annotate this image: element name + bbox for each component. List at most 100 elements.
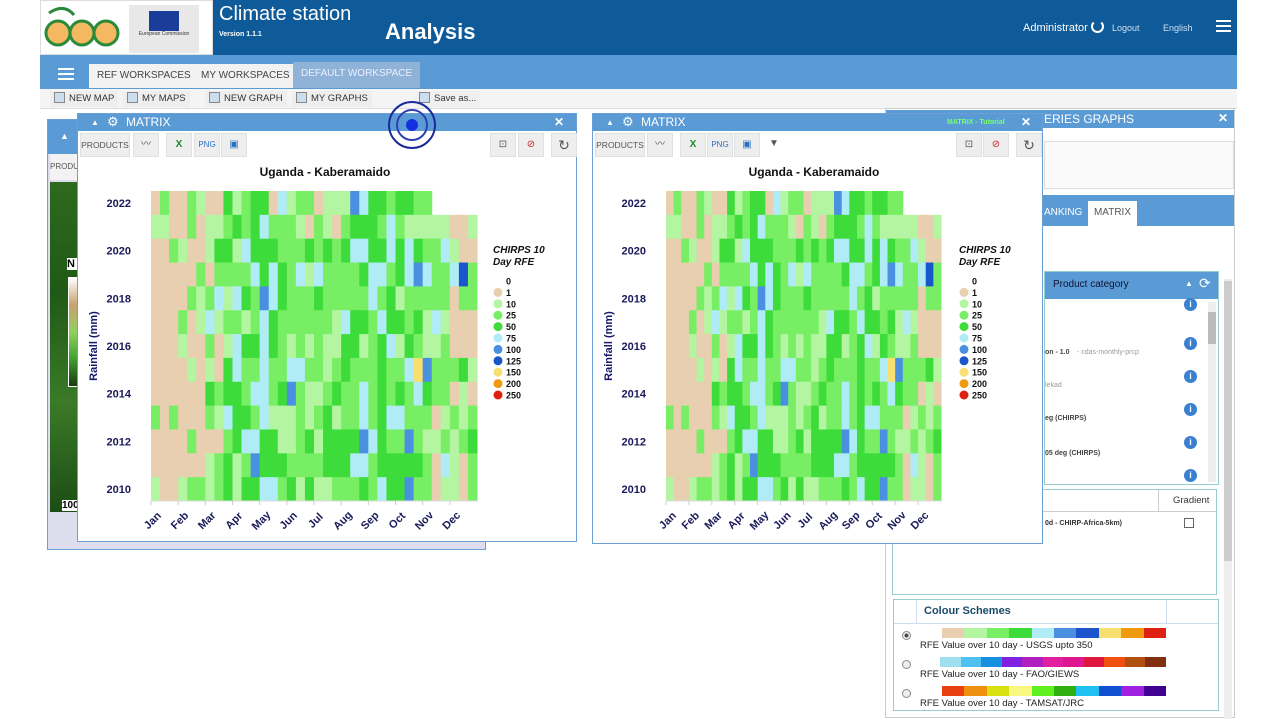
product-category-header[interactable]: Product category ▲ ⟳ xyxy=(1045,272,1218,299)
heatmap-cell xyxy=(431,405,442,430)
map-canvas[interactable]: N 100 xyxy=(50,182,82,512)
tab-matrix[interactable]: MATRIX xyxy=(1088,201,1137,226)
heatmap-cell xyxy=(696,262,705,287)
fullscreen-icon[interactable]: ⊡ xyxy=(490,133,516,157)
gear-icon[interactable]: ⚙ xyxy=(622,114,634,129)
chart-title: Uganda - Kaberamaido xyxy=(749,165,880,179)
gear-icon[interactable]: ⚙ xyxy=(107,114,119,129)
heatmap-cell xyxy=(925,262,934,287)
unlink-map-icon[interactable]: ⊘ xyxy=(983,133,1009,157)
heatmap-cell xyxy=(704,357,713,383)
tab-ref-workspaces[interactable]: REF WORKSPACES xyxy=(89,64,199,88)
info-icon[interactable]: i xyxy=(1184,370,1197,383)
tab-default-workspace[interactable]: DEFAULT WORKSPACE xyxy=(293,62,421,88)
heatmap-cell xyxy=(750,405,759,430)
refresh-icon[interactable]: ⟳ xyxy=(1199,275,1211,291)
menu-icon[interactable] xyxy=(1216,20,1231,32)
product-list-item[interactable]: lekad i xyxy=(1045,368,1205,400)
heatmap-cell xyxy=(704,286,713,311)
heatmap-cell xyxy=(467,238,478,264)
heatmap-cell xyxy=(449,453,460,478)
scheme-radio[interactable] xyxy=(902,631,911,640)
my-graphs-button[interactable]: MY GRAPHS xyxy=(292,91,372,107)
heatmap-cell xyxy=(696,334,705,359)
info-icon[interactable]: i xyxy=(1184,436,1197,449)
heatmap-cell xyxy=(933,334,942,359)
refresh-icon[interactable]: ↻ xyxy=(551,133,577,157)
products-button[interactable]: PRODUCTS xyxy=(80,133,130,157)
product-list-item[interactable]: 05 deg (CHIRPS) i xyxy=(1045,434,1205,466)
heatmap-cell xyxy=(395,405,406,430)
new-graph-button[interactable]: NEW GRAPH xyxy=(205,91,287,107)
user-name[interactable]: Administrator xyxy=(1023,22,1088,34)
heatmap-cell xyxy=(750,357,759,383)
heatmap-cell xyxy=(458,405,469,430)
legend-label: 100 xyxy=(506,345,521,355)
product-list-item[interactable]: eg (CHIRPS) i xyxy=(1045,401,1205,433)
fullscreen-icon[interactable]: ⊡ xyxy=(956,133,982,157)
tab-ranking[interactable]: ANKING xyxy=(1044,207,1083,218)
heatmap-cell xyxy=(304,238,315,264)
download-png-icon[interactable]: PNG xyxy=(707,133,733,157)
close-icon[interactable]: ✕ xyxy=(1218,111,1229,125)
new-map-button[interactable]: NEW MAP xyxy=(50,91,119,107)
info-icon[interactable]: i xyxy=(1184,403,1197,416)
info-icon[interactable]: i xyxy=(1184,298,1197,311)
matrix-window-header[interactable]: ▲ ⚙ MATRIX ✕ xyxy=(78,114,576,131)
collapse-icon[interactable]: ▲ xyxy=(606,118,614,127)
tutorial-link[interactable]: MATRIX - Tutorial xyxy=(947,119,1005,126)
heatmap-cell xyxy=(895,286,904,311)
my-maps-button[interactable]: MY MAPS xyxy=(123,91,190,107)
excel-icon[interactable]: X xyxy=(166,133,192,157)
x-tick-label: Oct xyxy=(387,510,409,532)
tab-my-workspaces[interactable]: MY WORKSPACES xyxy=(193,64,298,88)
heatmap-cell xyxy=(196,429,206,454)
language-select[interactable]: English xyxy=(1163,23,1193,33)
close-icon[interactable]: ✕ xyxy=(1021,115,1032,129)
graph-properties-icon[interactable]: 〰 xyxy=(133,133,159,157)
product-list-item[interactable]: i xyxy=(1045,467,1205,499)
collapse-icon[interactable]: ▲ xyxy=(1185,279,1193,288)
save-icon[interactable]: ▣ xyxy=(734,133,760,157)
heatmap-cell xyxy=(872,381,881,407)
heatmap-cell xyxy=(719,286,728,311)
legend-title: CHIRPS 10 xyxy=(959,245,1011,256)
heatmap-cell xyxy=(431,310,442,335)
heatmap-cell xyxy=(704,310,713,335)
scheme-radio[interactable] xyxy=(902,660,911,669)
product-list-item[interactable]: on - 1.0 - cdas-monthly-prcp i xyxy=(1045,335,1205,367)
save-icon[interactable]: ▣ xyxy=(221,133,247,157)
info-icon[interactable]: i xyxy=(1184,469,1197,482)
heatmap-cell xyxy=(849,191,858,216)
hamburger-icon[interactable] xyxy=(58,68,74,80)
gradient-checkbox[interactable] xyxy=(1184,518,1194,528)
save-as-button[interactable]: Save as... xyxy=(415,91,481,107)
chevron-down-icon[interactable]: ▼ xyxy=(769,138,779,149)
close-icon[interactable]: ✕ xyxy=(554,115,565,129)
heatmap-cell xyxy=(341,214,351,240)
logout-link[interactable]: Logout xyxy=(1112,23,1140,33)
refresh-icon[interactable]: ↻ xyxy=(1016,133,1042,157)
excel-icon[interactable]: X xyxy=(680,133,706,157)
heatmap-cell xyxy=(826,453,835,478)
power-icon[interactable] xyxy=(1091,20,1104,33)
scheme-radio[interactable] xyxy=(902,689,911,698)
product-list-item[interactable]: i xyxy=(1045,298,1205,334)
panel-scrollbar[interactable] xyxy=(1224,279,1232,719)
map-products-button[interactable]: PRODU xyxy=(50,154,80,180)
products-button[interactable]: PRODUCTS xyxy=(595,133,645,157)
heatmap-cell xyxy=(925,334,934,359)
legend-swatch xyxy=(959,344,969,354)
heatmap-cell xyxy=(368,214,378,240)
heatmap-cell xyxy=(742,381,751,407)
download-png-icon[interactable]: PNG xyxy=(194,133,220,157)
collapse-icon[interactable]: ▲ xyxy=(91,118,99,127)
scrollbar[interactable] xyxy=(1208,302,1216,482)
heatmap-cell xyxy=(223,334,233,359)
heatmap-cell xyxy=(727,334,736,359)
info-icon[interactable]: i xyxy=(1184,337,1197,350)
matrix-window-header[interactable]: ▲ ⚙ MATRIX MATRIX - Tutorial ✕ xyxy=(593,114,1042,131)
graph-properties-icon[interactable]: 〰 xyxy=(647,133,673,157)
unlink-map-icon[interactable]: ⊘ xyxy=(518,133,544,157)
heatmap-cell xyxy=(323,191,333,216)
